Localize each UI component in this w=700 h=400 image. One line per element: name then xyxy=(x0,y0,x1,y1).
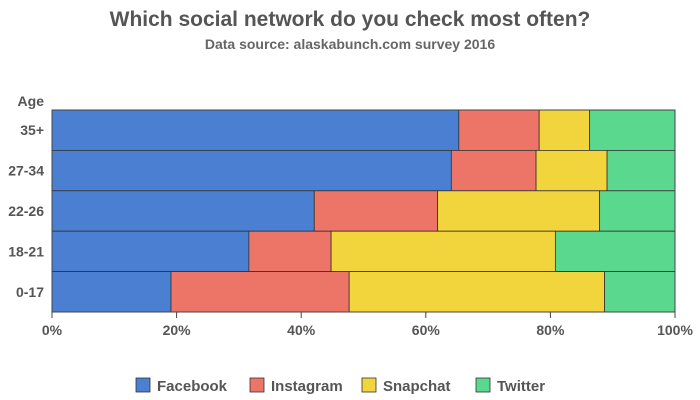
legend-label-twitter: Twitter xyxy=(497,378,545,395)
legend-swatch-twitter xyxy=(475,377,491,393)
bar-instagram-22-26 xyxy=(313,190,439,232)
y-tick-label: 0-17 xyxy=(16,284,44,300)
bar-facebook-22-26 xyxy=(51,190,315,232)
x-tick-label: 20% xyxy=(163,322,192,338)
legend-label-snapchat: Snapchat xyxy=(383,378,451,395)
bar-facebook-27-34 xyxy=(51,149,452,192)
bar-facebook-35+ xyxy=(51,109,460,151)
bar-facebook-0-17 xyxy=(51,271,172,313)
chart-subtitle: Data source: alaskabunch.com survey 2016 xyxy=(204,36,496,52)
y-tick-label: 18-21 xyxy=(8,243,44,259)
x-tick-label: 60% xyxy=(412,322,441,338)
legend-label-facebook: Facebook xyxy=(157,378,228,395)
bar-instagram-0-17 xyxy=(170,271,350,313)
bar-twitter-0-17 xyxy=(604,271,676,313)
y-tick-label: 22-26 xyxy=(8,203,44,219)
legend-swatch-snapchat xyxy=(361,377,377,393)
x-tick-label: 80% xyxy=(536,322,565,338)
bar-twitter-22-26 xyxy=(599,190,676,232)
bar-instagram-27-34 xyxy=(450,149,537,192)
y-axis-title: Age xyxy=(18,93,45,109)
bar-instagram-18-21 xyxy=(248,230,332,272)
x-tick-label: 100% xyxy=(657,322,693,338)
bar-snapchat-27-34 xyxy=(535,149,608,192)
legend-swatch-instagram xyxy=(249,377,265,393)
chart-title: Which social network do you check most o… xyxy=(109,8,591,31)
bar-instagram-35+ xyxy=(458,109,540,151)
bar-facebook-18-21 xyxy=(51,230,250,272)
x-tick-label: 0% xyxy=(42,322,63,338)
y-tick-label: 27-34 xyxy=(8,163,44,179)
bar-twitter-35+ xyxy=(589,109,676,151)
bar-snapchat-35+ xyxy=(538,109,591,151)
bar-snapchat-18-21 xyxy=(330,230,556,272)
legend-swatch-facebook xyxy=(135,377,151,393)
plot-frame xyxy=(51,109,676,313)
y-tick-label: 35+ xyxy=(20,122,44,138)
bar-snapchat-0-17 xyxy=(348,271,606,313)
x-tick-label: 40% xyxy=(287,322,316,338)
legend-label-instagram: Instagram xyxy=(271,378,343,395)
bar-snapchat-22-26 xyxy=(437,190,601,232)
bar-twitter-27-34 xyxy=(606,149,676,192)
bar-twitter-18-21 xyxy=(554,230,676,272)
